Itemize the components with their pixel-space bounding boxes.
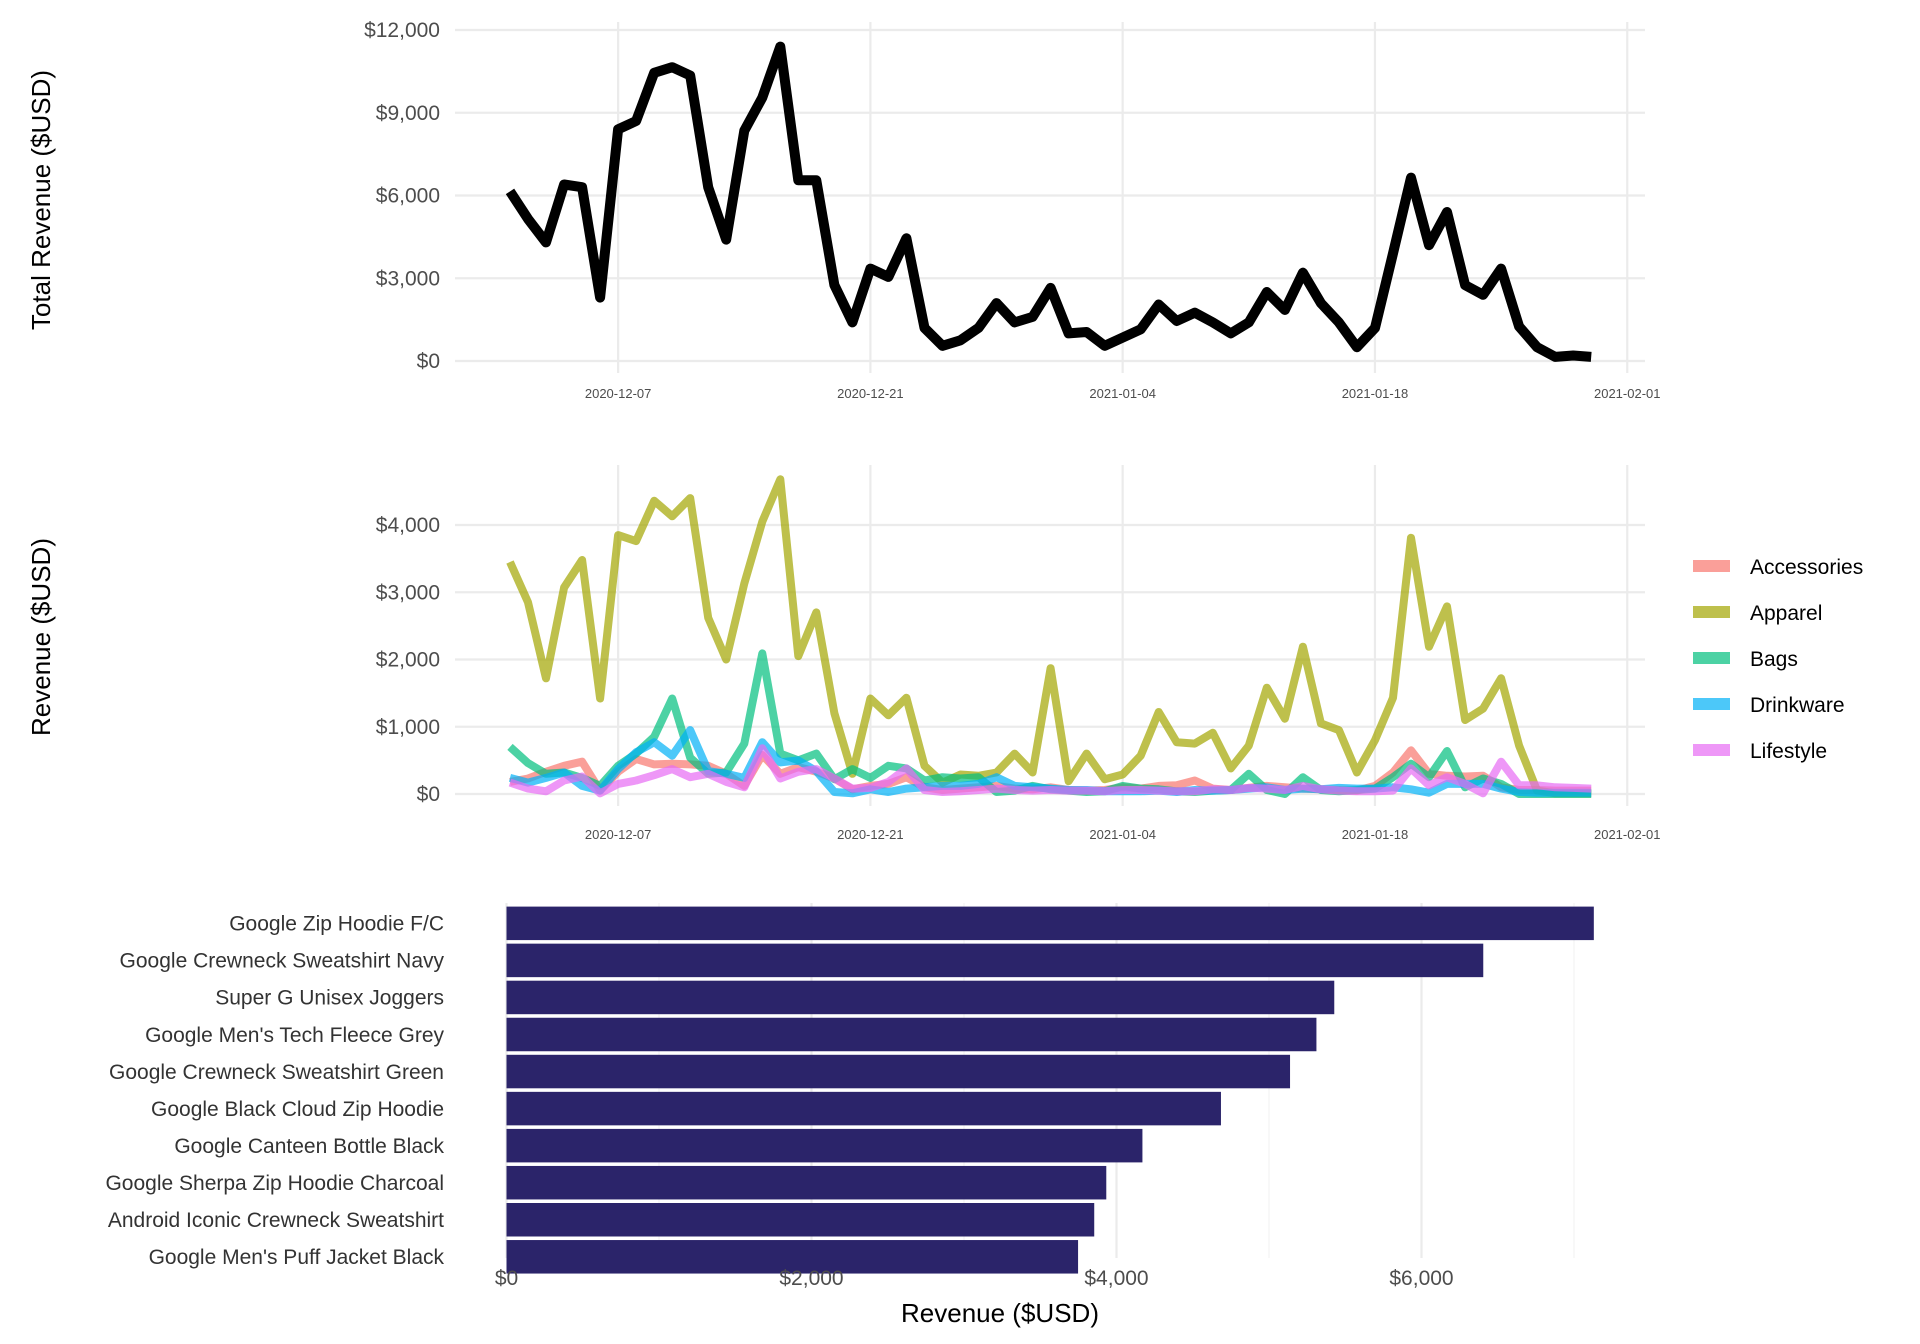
product-label: Google Sherpa Zip Hoodie Charcoal (105, 1172, 444, 1195)
product-label: Google Zip Hoodie F/C (229, 913, 444, 936)
series-line-lifestyle (508, 744, 1592, 798)
x-tick-label: 2021-01-18 (1342, 827, 1409, 842)
products-labels: Google Zip Hoodie F/C Google Crewneck Swe… (105, 913, 444, 1269)
products-x-ticks: $0 $2,000 $4,000 $6,000 (495, 1267, 1454, 1290)
total-y-ticks: $0 $3,000 $6,000 $9,000 $12,000 (364, 19, 440, 373)
category-lines (506, 475, 1592, 798)
legend-swatch-lifestyle (1693, 744, 1730, 756)
products-x-axis-title: Revenue ($USD) (901, 1298, 1099, 1328)
y-tick-label: $4,000 (376, 514, 440, 537)
product-bar (506, 1017, 1317, 1052)
product-label: Google Canteen Bottle Black (174, 1135, 444, 1158)
product-bar (506, 1203, 1095, 1237)
top-products-panel: Google Zip Hoodie F/C Google Crewneck Swe… (105, 903, 1594, 1328)
product-label: Super G Unisex Joggers (215, 987, 444, 1010)
total-gridlines (455, 22, 1645, 373)
x-tick-label: $0 (495, 1267, 518, 1290)
products-bars (506, 906, 1594, 1274)
total-y-axis-title: Total Revenue ($USD) (26, 70, 56, 330)
category-y-ticks: $0 $1,000 $2,000 $3,000 $4,000 (376, 514, 440, 806)
product-bar (506, 1165, 1107, 1200)
product-bar (506, 1240, 1079, 1274)
x-tick-label: 2020-12-07 (585, 827, 652, 842)
category-revenue-panel: $0$1,000$2,000$3,000$4,000 2020-12-07 202… (26, 465, 1863, 842)
y-tick-label: $9,000 (376, 102, 440, 125)
legend-swatch-bags (1693, 652, 1730, 664)
x-tick-label: $6,000 (1389, 1267, 1453, 1290)
y-tick-label: $6,000 (376, 185, 440, 208)
legend-swatch-apparel (1693, 606, 1730, 618)
total-x-ticks: 2020-12-07 2020-12-21 2021-01-04 2021-01-18… (585, 386, 1661, 401)
product-label: Google Black Cloud Zip Hoodie (151, 1098, 444, 1121)
y-tick-label: $0 (417, 350, 440, 373)
product-label: Google Crewneck Sweatshirt Green (109, 1061, 444, 1084)
x-tick-label: 2021-01-04 (1089, 386, 1156, 401)
legend-swatch-drinkware (1693, 698, 1730, 710)
category-gridlines (455, 465, 1645, 806)
x-tick-label: 2020-12-21 (837, 386, 904, 401)
x-tick-label: 2021-01-18 (1342, 386, 1409, 401)
legend-label-apparel: Apparel (1750, 602, 1822, 625)
product-bar (506, 1054, 1291, 1089)
category-y-axis-title: Revenue ($USD) (26, 538, 56, 736)
legend-label-lifestyle: Lifestyle (1750, 740, 1827, 763)
x-tick-label: $4,000 (1084, 1267, 1148, 1290)
legend-label-accessories: Accessories (1750, 556, 1863, 579)
series-line-total-revenue (505, 41, 1592, 362)
product-bar (506, 1091, 1221, 1126)
total-revenue-panel: $0$3,000$6,000$9,000$12,000 2020-12-07 20… (26, 19, 1660, 401)
legend-swatch-accessories (1693, 560, 1730, 572)
x-tick-label: 2020-12-07 (585, 386, 652, 401)
x-tick-label: $2,000 (779, 1267, 843, 1290)
category-legend: Accessories Apparel Bags Drinkware Lifestyle (1693, 556, 1863, 763)
total-lines (505, 41, 1592, 362)
product-label: Android Iconic Crewneck Sweatshirt (108, 1209, 444, 1232)
x-tick-label: 2021-02-01 (1594, 827, 1661, 842)
y-tick-label: $1,000 (376, 716, 440, 739)
y-tick-label: $3,000 (376, 267, 440, 290)
product-label: Google Men's Puff Jacket Black (149, 1246, 445, 1269)
product-bar (506, 1128, 1143, 1163)
product-label: Google Men's Tech Fleece Grey (145, 1024, 444, 1047)
product-bar (506, 943, 1484, 978)
x-tick-label: 2021-02-01 (1594, 386, 1661, 401)
y-tick-label: $0 (417, 783, 440, 806)
legend-label-drinkware: Drinkware (1750, 694, 1845, 717)
y-tick-label: $3,000 (376, 581, 440, 604)
x-tick-label: 2020-12-21 (837, 827, 904, 842)
legend-label-bags: Bags (1750, 648, 1798, 671)
category-x-ticks: 2020-12-07 2020-12-21 2021-01-04 2021-01-18… (585, 827, 1661, 842)
product-bar (506, 906, 1594, 941)
x-tick-label: 2021-01-04 (1089, 827, 1156, 842)
y-tick-label: $2,000 (376, 649, 440, 672)
series-line-apparel (506, 475, 1592, 798)
product-label: Google Crewneck Sweatshirt Navy (120, 950, 445, 973)
product-bar (506, 980, 1335, 1015)
y-tick-label: $12,000 (364, 19, 440, 42)
